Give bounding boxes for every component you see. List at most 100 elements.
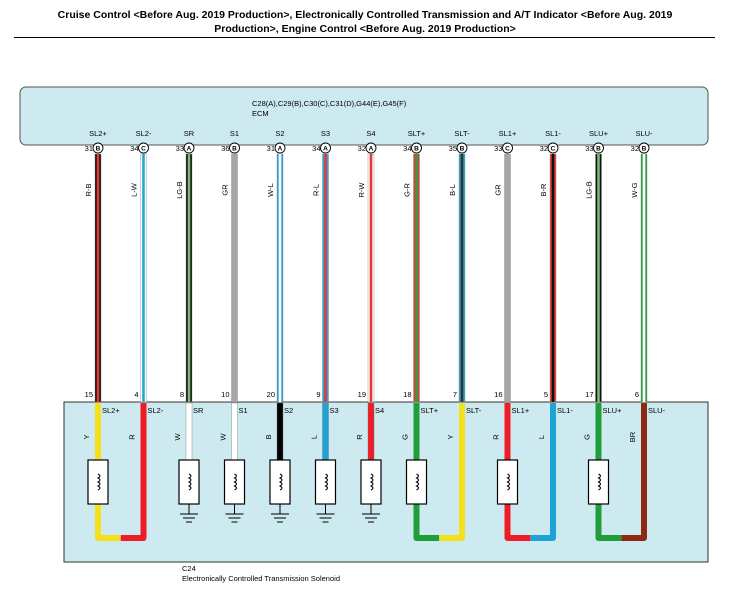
harness-wire-s4 [367,153,375,403]
coil-winding [597,473,601,491]
ecm-terminal-name: S2 [275,129,284,138]
solenoid-wire-color: W [173,433,182,441]
wire-stripe [142,154,145,402]
wire-group [94,153,648,403]
harness-wire-sr [185,153,193,403]
ecm-plug-circle [365,142,377,154]
solenoid-wire-color: L [310,435,319,439]
harness-wire-slt- [458,153,466,403]
harness-wire-slt+ [413,153,420,403]
wire-color-code: R-L [312,184,321,196]
ecm-plug-circle [92,142,104,154]
ecm-pin-number: 32 [631,144,639,153]
ecm-terminal-name: S1 [230,129,239,138]
solenoid-wire-color: G [583,434,592,440]
coil-winding [96,473,101,491]
branch-wire [276,402,284,461]
ecm-terminal-name: SLU+ [589,129,609,138]
ecm-pin-number: 32 [358,144,366,153]
wire-stripe [369,154,373,402]
wire-stripe [278,154,282,402]
solenoid-pin-number: 17 [585,390,593,399]
coil-winding [415,473,419,491]
solenoid-terminal-name: SLT- [466,406,482,415]
ecm-plug-letter: A [369,146,374,153]
solenoid-wire-color: G [401,434,410,440]
ecm-plug-circle [183,142,195,154]
harness-wire-s3 [322,153,329,403]
ecm-terminal-name: SL2+ [89,129,107,138]
ecm-pin-number: 31 [267,144,275,153]
ecm-plug-letter: A [187,146,192,153]
solenoid-pin-number: 4 [134,390,138,399]
solenoid-terminal-name: S2 [284,406,293,415]
solenoid-wire-color: L [537,435,546,439]
solenoid-coil-slu+ [587,459,610,505]
solenoid-coil-sl1+ [496,459,519,505]
ecm-plug-letter: B [596,146,601,153]
solenoid-coil-group [87,459,610,505]
solenoid-coil-s1 [223,459,246,505]
ecm-plug-circle [593,142,604,154]
ecm-connector-list: C28(A),C29(B),C30(C),C31(D),G44(E),G45(F… [252,99,407,108]
solenoid-pin-number: 7 [453,390,457,399]
ecm-plug-letter: B [642,146,647,153]
wire-stripe [415,154,418,402]
ecm-plug-letter: C [505,146,510,153]
solenoid-terminal-name: S4 [375,406,384,415]
solenoid-wire-color: R [355,434,364,440]
solenoid-coil-s4 [360,459,382,505]
wire-color-code: W-G [630,182,639,197]
solenoid-coil-sl2+ [87,459,109,505]
solenoid-pin-number: 5 [544,390,548,399]
wire-color-code: R-B [84,184,93,197]
wire-body [504,153,511,403]
solenoid-wire-color: R [128,434,137,440]
branch-wire [322,402,329,461]
solenoid-terminal-name: SR [193,406,204,415]
coil-winding [187,473,192,491]
coil-winding [324,473,328,491]
coil-winding [233,473,237,491]
ecm-pin-number: 34 [130,144,138,153]
harness-wire-s2 [276,153,284,403]
branch-wire [367,402,375,461]
loop-wire-minus [120,403,147,541]
ecm-plug-letter: B [232,146,237,153]
solenoid-coil-s3 [314,459,337,505]
solenoid-loop-sl2+ [95,403,147,541]
wire-stripe [597,154,600,402]
branch-wire [231,402,238,461]
coil-winding [278,473,283,491]
solenoid-branch-s1 [225,402,244,523]
wire-stripe [642,154,646,402]
ecm-plug-letter: B [460,146,465,153]
loop-wire-plus [413,403,440,541]
solenoid-terminal-name: S3 [330,406,339,415]
solenoid-pin-number: 10 [221,390,229,399]
loop-wire-plus [95,403,121,541]
ecm-pin-number: 31 [85,144,93,153]
ecm-terminal-name: SR [184,129,195,138]
wire-color-code: W-L [266,183,275,197]
ecm-terminal-name: SL2- [136,129,152,138]
wire-stripe [187,154,191,402]
ecm-plug-circle [274,142,286,154]
solenoid-wire-color: W [219,433,228,441]
wire-color-code: B-R [539,183,548,197]
solenoid-label: Electronically Controlled Transmission S… [182,574,340,583]
ecm-plug-letter: B [96,146,101,153]
solenoid-pin-number: 20 [267,390,275,399]
wire-stripe [460,154,464,402]
wire-color-code: GR [494,184,503,196]
solenoid-pin-number: 19 [358,390,366,399]
solenoid-pin-number: 16 [494,390,502,399]
ecm-terminal-name: S4 [366,129,375,138]
solenoid-terminal-name: SL2- [148,406,164,415]
solenoid-wire-color: Y [446,434,455,439]
ecm-plug-circle [638,142,650,154]
solenoid-terminal-name: SLT+ [421,406,439,415]
wire-color-code: LG-B [175,181,184,199]
harness-wire-s1 [231,153,238,403]
